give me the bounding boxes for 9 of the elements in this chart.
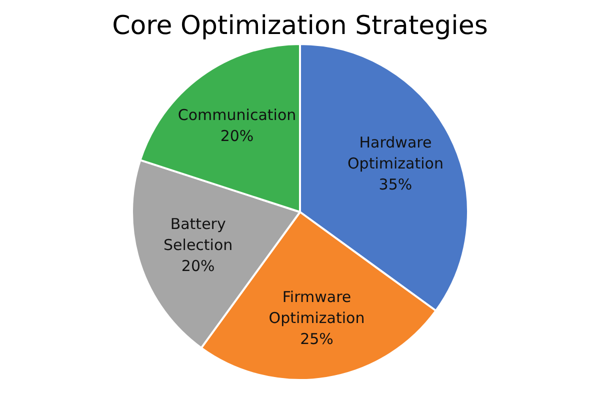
slice-label: Communication — [178, 106, 296, 124]
chart-title: Core Optimization Strategies — [112, 11, 488, 41]
data-label: 20% — [181, 257, 215, 276]
slice-label: Battery Selection — [164, 215, 233, 254]
slice-label: Firmware Optimization — [268, 288, 365, 327]
data-label: 20% — [220, 126, 254, 145]
data-label: 25% — [300, 330, 334, 348]
slice-label: Hardware Optimization — [347, 133, 444, 172]
data-label: 35% — [378, 175, 412, 194]
